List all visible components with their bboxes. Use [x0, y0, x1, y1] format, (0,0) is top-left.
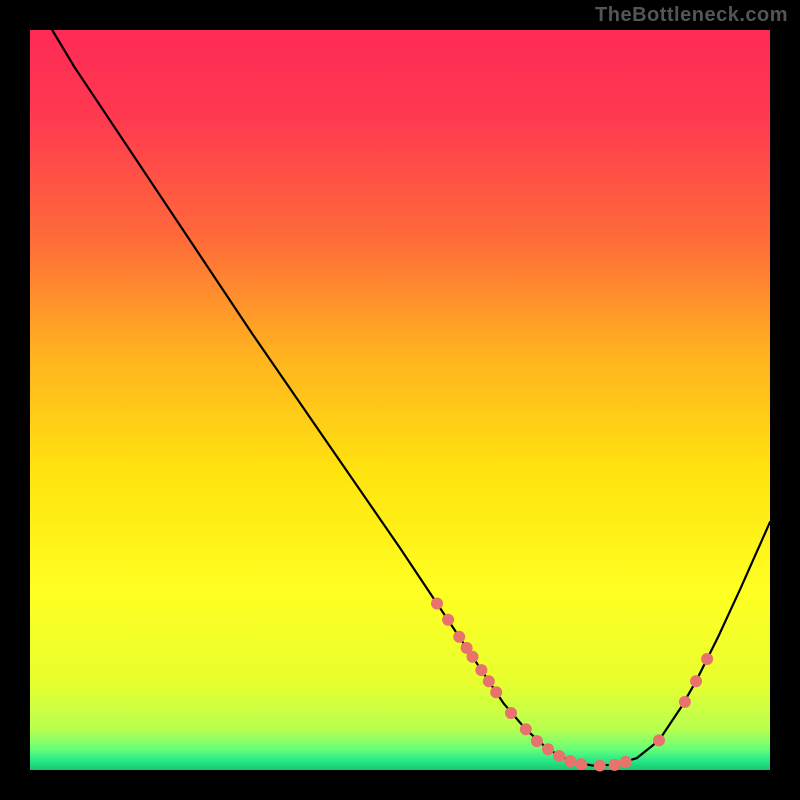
watermark-text: TheBottleneck.com: [595, 4, 788, 27]
data-marker: [531, 735, 543, 747]
data-marker: [453, 631, 465, 643]
data-marker: [542, 743, 554, 755]
data-marker: [575, 758, 587, 770]
plot-background-gradient: [30, 30, 770, 770]
data-marker: [701, 653, 713, 665]
data-marker: [520, 723, 532, 735]
data-marker: [553, 750, 565, 762]
data-marker: [653, 734, 665, 746]
data-marker: [442, 614, 454, 626]
data-marker: [679, 696, 691, 708]
data-marker: [609, 759, 621, 771]
data-marker: [690, 675, 702, 687]
data-marker: [505, 707, 517, 719]
bottleneck-curve-chart: [0, 0, 800, 800]
data-marker: [620, 756, 632, 768]
data-marker: [490, 686, 502, 698]
data-marker: [483, 675, 495, 687]
chart-root: TheBottleneck.com: [0, 0, 800, 800]
data-marker: [467, 651, 479, 663]
data-marker: [475, 664, 487, 676]
data-marker: [431, 598, 443, 610]
data-marker: [564, 755, 576, 767]
data-marker: [594, 760, 606, 772]
